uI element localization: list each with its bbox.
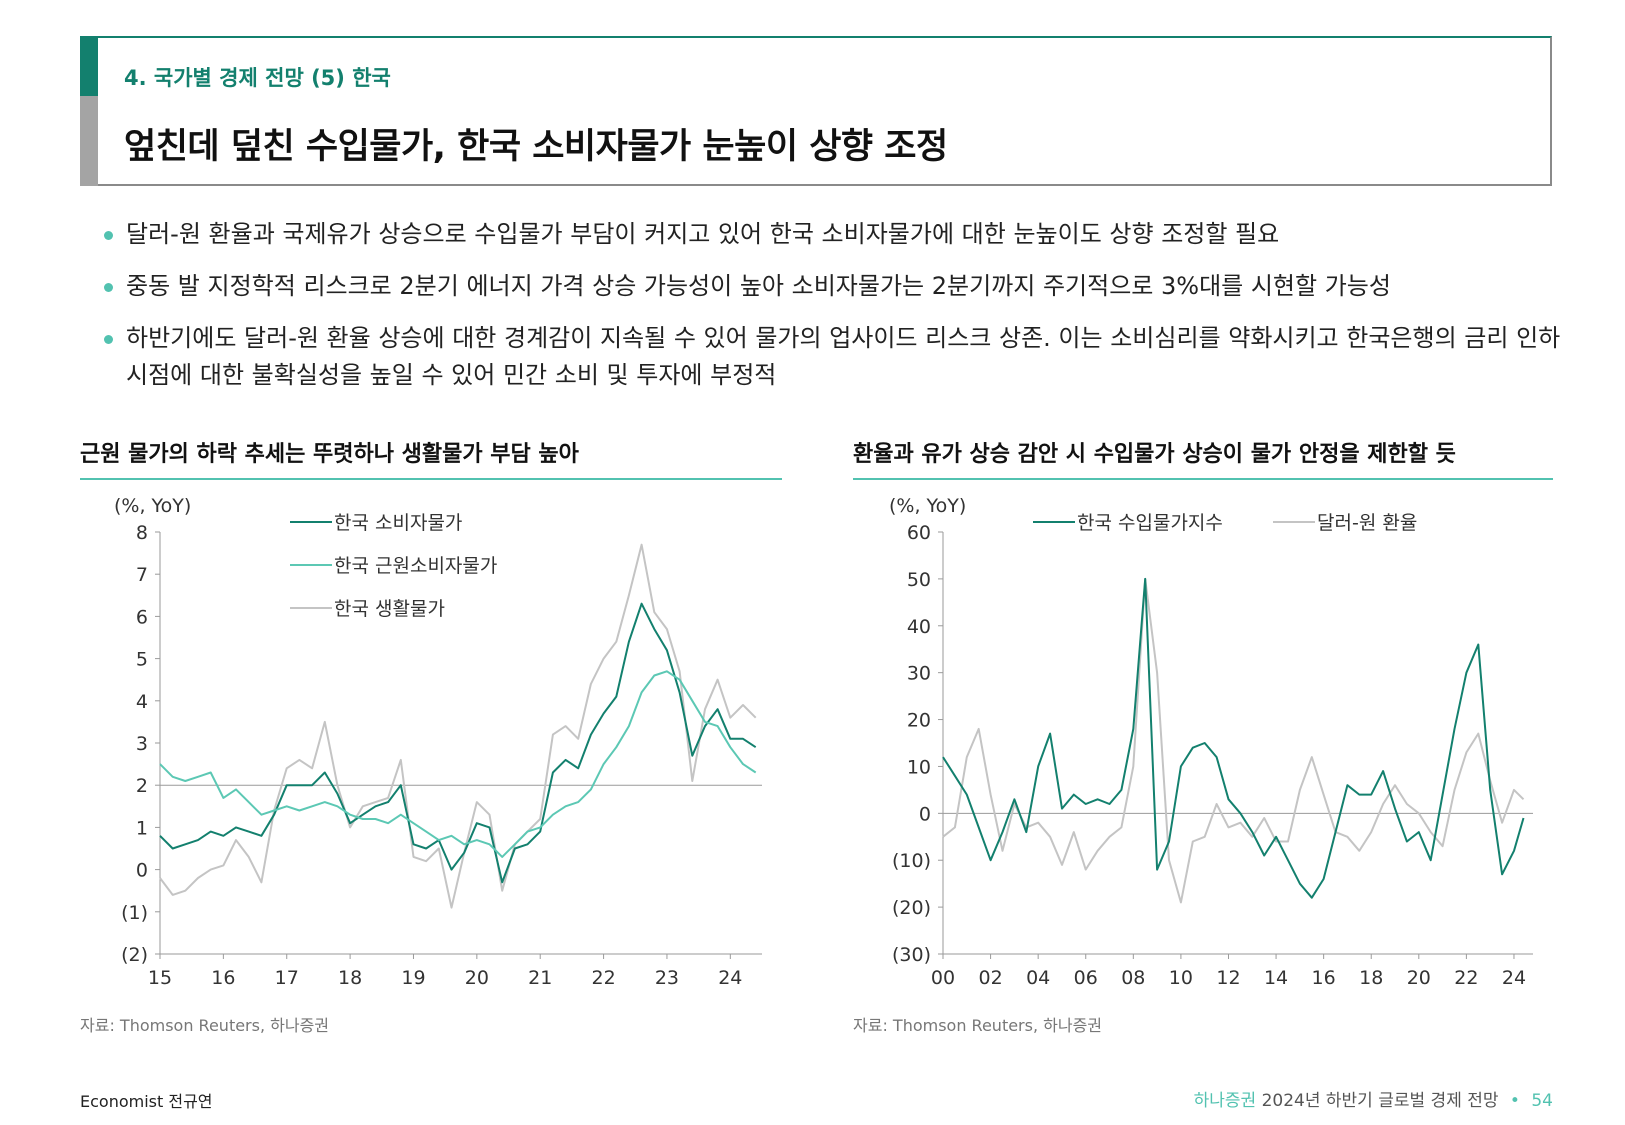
header-accent-teal <box>80 36 98 96</box>
chart1-x-tick-label: 22 <box>591 967 615 989</box>
chart2-x-tick-label: 06 <box>1074 967 1098 989</box>
chart2-y-tick-label: 10 <box>907 756 931 778</box>
chart1-legend-label-0: 한국 소비자물가 <box>334 512 462 534</box>
chart1-x-tick-label: 16 <box>211 967 235 989</box>
bullet-text: 달러-원 환율과 국제유가 상승으로 수입물가 부담이 커지고 있어 한국 소비… <box>126 220 1280 248</box>
chart2-y-tick-label: 20 <box>907 710 931 732</box>
bullet-dot-icon <box>104 231 113 240</box>
chart1-y-tick-label: (2) <box>121 944 148 966</box>
chart1-y-tick-label: 2 <box>136 775 148 797</box>
chart2-y-tick-label: (10) <box>892 850 931 872</box>
chart2-y-tick-label: (20) <box>892 897 931 919</box>
chart1-title-rule <box>80 478 782 480</box>
chart2-legend-label-1: 달러-원 환율 <box>1317 512 1417 534</box>
chart2-title: 환율과 유가 상승 감안 시 수입물가 상승이 물가 안정을 제한할 듯 <box>853 442 1456 467</box>
chart1-y-tick-label: 6 <box>136 606 148 628</box>
chart1-series-line-2 <box>159 543 757 909</box>
footer-page-number: 54 <box>1531 1091 1553 1111</box>
chart1-x-tick-label: 21 <box>528 967 552 989</box>
chart2-x-tick-label: 02 <box>978 967 1002 989</box>
chart1-x-tick-label: 24 <box>718 967 742 989</box>
chart2-x-tick-label: 08 <box>1121 967 1145 989</box>
chart1-series-line-0 <box>159 602 757 884</box>
chart2-y-tick-label: 50 <box>907 569 931 591</box>
chart1-unit-label: (%, YoY) <box>114 495 191 517</box>
chart1-x-tick-label: 23 <box>655 967 679 989</box>
chart2-x-tick-label: 20 <box>1407 967 1431 989</box>
chart1-y-tick-label: 8 <box>136 522 148 544</box>
bullet-dot-icon <box>104 283 113 292</box>
chart1-x-tick-label: 18 <box>338 967 362 989</box>
chart2-x-tick-label: 18 <box>1359 967 1383 989</box>
footer-brand: 하나증권 <box>1193 1091 1257 1111</box>
bullet-text: 하반기에도 달러-원 환율 상승에 대한 경계감이 지속될 수 있어 물가의 업… <box>126 324 1561 389</box>
chart1-legend-label-2: 한국 생활물가 <box>334 598 445 620</box>
chart1-y-tick-label: 4 <box>136 691 148 713</box>
chart2-x-tick-label: 22 <box>1454 967 1478 989</box>
chart1-legend-label-1: 한국 근원소비자물가 <box>334 555 497 577</box>
bullet-text: 중동 발 지정학적 리스크로 2분기 에너지 가격 상승 가능성이 높아 소비자… <box>126 272 1391 300</box>
footer-doc-title: 2024년 하반기 글로벌 경제 전망 <box>1261 1091 1499 1111</box>
chart2-y-tick-label: 60 <box>907 522 931 544</box>
footer-doc-info: 하나증권 2024년 하반기 글로벌 경제 전망 • 54 <box>1194 1086 1553 1111</box>
chart1-series-line-1 <box>159 670 757 858</box>
chart1-y-tick-label: 0 <box>136 860 148 882</box>
chart1-x-tick-label: 17 <box>275 967 299 989</box>
chart2-y-tick-label: 30 <box>907 663 931 685</box>
chart1-x-tick-label: 20 <box>465 967 489 989</box>
page-title: 엎친데 덮친 수입물가, 한국 소비자물가 눈높이 상향 조정 <box>124 127 948 167</box>
chart2-import-price-lines: (%, YoY) 60 50 40 30 20 10 0 (10) (20) (30)00 02 04 0… <box>889 495 1533 989</box>
chart2-y-tick-label: 40 <box>907 616 931 638</box>
chart1-source: 자료: Thomson Reuters, 하나증권 <box>80 1016 330 1035</box>
chart2-x-tick-label: 00 <box>931 967 955 989</box>
chart2-title-rule <box>853 478 1553 480</box>
chart2-x-tick-label: 12 <box>1216 967 1240 989</box>
chart1-y-tick-label: 3 <box>136 733 148 755</box>
chart2-x-tick-label: 04 <box>1026 967 1050 989</box>
chart2-source: 자료: Thomson Reuters, 하나증권 <box>853 1016 1103 1035</box>
chart1-title: 근원 물가의 하락 추세는 뚜렷하나 생활물가 부담 높아 <box>80 442 579 467</box>
chart1-x-tick-label: 19 <box>401 967 425 989</box>
chart2-legend-label-0: 한국 수입물가지수 <box>1077 512 1223 534</box>
footer-author: Economist 전규연 <box>80 1092 213 1111</box>
chart2-y-tick-label: (30) <box>892 944 931 966</box>
chart2-unit-label: (%, YoY) <box>889 495 966 517</box>
section-label: 4. 국가별 경제 전망 (5) 한국 <box>124 66 391 90</box>
bullet-dot-icon <box>104 335 113 344</box>
chart2-x-tick-label: 16 <box>1312 967 1336 989</box>
chart1-y-tick-label: 7 <box>136 564 148 586</box>
bullet-item: 중동 발 지정학적 리스크로 2분기 에너지 가격 상승 가능성이 높아 소비자… <box>104 268 1564 305</box>
header-accent-grey <box>80 96 98 186</box>
chart2-x-tick-label: 10 <box>1169 967 1193 989</box>
chart1-x-tick-label: 15 <box>148 967 172 989</box>
bullet-item: 달러-원 환율과 국제유가 상승으로 수입물가 부담이 커지고 있어 한국 소비… <box>104 216 1564 253</box>
chart2-x-tick-label: 14 <box>1264 967 1288 989</box>
chart2-y-tick-label: 0 <box>919 803 931 825</box>
footer-separator-icon: • <box>1509 1091 1520 1111</box>
chart2-series-line-0 <box>942 577 1525 899</box>
chart1-y-tick-label: (1) <box>121 902 148 924</box>
chart2-series-line-1 <box>942 577 1525 904</box>
chart1-y-tick-label: 5 <box>136 649 148 671</box>
chart1-y-tick-label: 1 <box>136 817 148 839</box>
bullet-item: 하반기에도 달러-원 환율 상승에 대한 경계감이 지속될 수 있어 물가의 업… <box>104 320 1564 394</box>
chart2-x-tick-label: 24 <box>1502 967 1526 989</box>
bullet-list: 달러-원 환율과 국제유가 상승으로 수입물가 부담이 커지고 있어 한국 소비… <box>104 216 1564 409</box>
